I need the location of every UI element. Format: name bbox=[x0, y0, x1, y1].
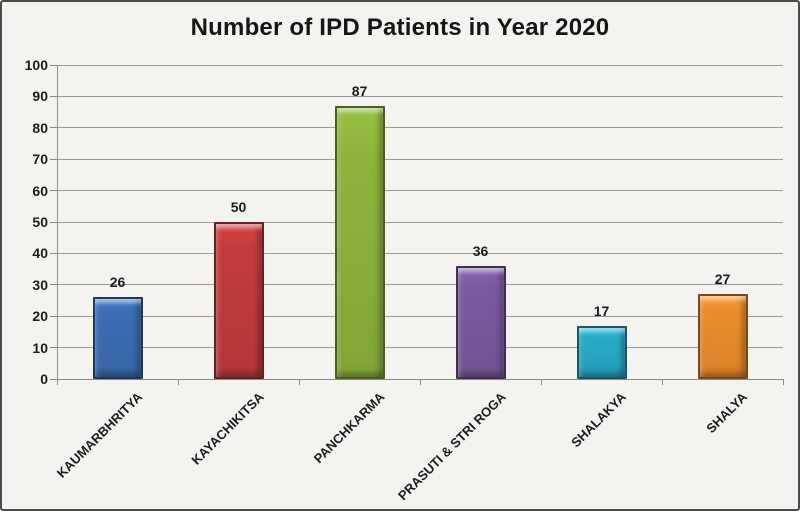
bar-shalakya bbox=[576, 325, 627, 379]
y-tick-label: 30 bbox=[32, 276, 48, 293]
y-tick-mark bbox=[50, 347, 57, 349]
gridline-50 bbox=[57, 221, 783, 223]
bar-value-label: 26 bbox=[109, 274, 126, 291]
bar-prasuti-stri-roga bbox=[455, 265, 506, 379]
x-category-label: KAYACHIKITSA bbox=[188, 389, 267, 468]
x-tick-mark bbox=[177, 379, 179, 385]
y-tick-mark bbox=[50, 127, 57, 129]
gridline-30 bbox=[57, 284, 783, 286]
bar-value-label: 27 bbox=[714, 271, 731, 288]
bar-kayachikitsa bbox=[213, 222, 264, 379]
y-tick-mark bbox=[50, 221, 57, 223]
x-tick-mark bbox=[419, 379, 421, 385]
bar-value-label: 17 bbox=[593, 302, 610, 319]
y-tick-mark bbox=[50, 378, 57, 380]
gridline-70 bbox=[57, 158, 783, 160]
gridline-80 bbox=[57, 127, 783, 129]
bar-panchkarma bbox=[334, 105, 385, 379]
y-tick-label: 90 bbox=[32, 88, 48, 105]
x-category-label: PANCHKARMA bbox=[310, 389, 388, 467]
bar-value-label: 87 bbox=[351, 82, 368, 99]
y-tick-label: 50 bbox=[32, 214, 48, 230]
x-tick-mark bbox=[782, 379, 784, 385]
chart-title: Number of IPD Patients in Year 2020 bbox=[190, 14, 610, 41]
y-tick-label: 80 bbox=[32, 119, 48, 136]
bar-value-label: 36 bbox=[472, 242, 489, 259]
x-category-label: PRASUTI & STRI ROGA bbox=[394, 389, 509, 504]
bar-kaumarbhritya bbox=[92, 297, 143, 379]
y-tick-label: 60 bbox=[32, 182, 48, 199]
gridline-60 bbox=[57, 190, 783, 192]
gridline-100 bbox=[57, 64, 783, 66]
y-tick-label: 20 bbox=[32, 308, 48, 325]
y-tick-mark bbox=[50, 64, 57, 66]
x-tick-mark bbox=[56, 379, 58, 385]
x-category-label: SHALAKYA bbox=[568, 389, 630, 451]
gridline-40 bbox=[57, 252, 783, 254]
y-tick-label: 70 bbox=[32, 151, 48, 168]
x-tick-mark bbox=[661, 379, 663, 385]
gridline-90 bbox=[57, 95, 783, 97]
y-tick-mark bbox=[50, 284, 57, 286]
y-axis-line bbox=[57, 65, 58, 380]
y-tick-mark bbox=[50, 95, 57, 97]
y-tick-mark bbox=[50, 315, 57, 317]
y-tick-label: 100 bbox=[24, 57, 48, 73]
x-tick-mark bbox=[298, 379, 300, 385]
gridline-10 bbox=[57, 347, 783, 349]
gridline-20 bbox=[57, 315, 783, 317]
x-category-label: SHALYA bbox=[703, 389, 751, 437]
y-tick-mark bbox=[50, 252, 57, 254]
y-tick-mark bbox=[50, 190, 57, 192]
x-tick-mark bbox=[540, 379, 542, 385]
y-tick-label: 10 bbox=[32, 339, 48, 356]
y-tick-mark bbox=[50, 158, 57, 160]
y-tick-label: 0 bbox=[40, 371, 48, 387]
bar-value-label: 50 bbox=[230, 199, 247, 215]
y-tick-label: 40 bbox=[32, 245, 48, 262]
bar-shalya bbox=[697, 294, 748, 379]
x-category-label: KAUMARBHRITYA bbox=[53, 389, 146, 481]
